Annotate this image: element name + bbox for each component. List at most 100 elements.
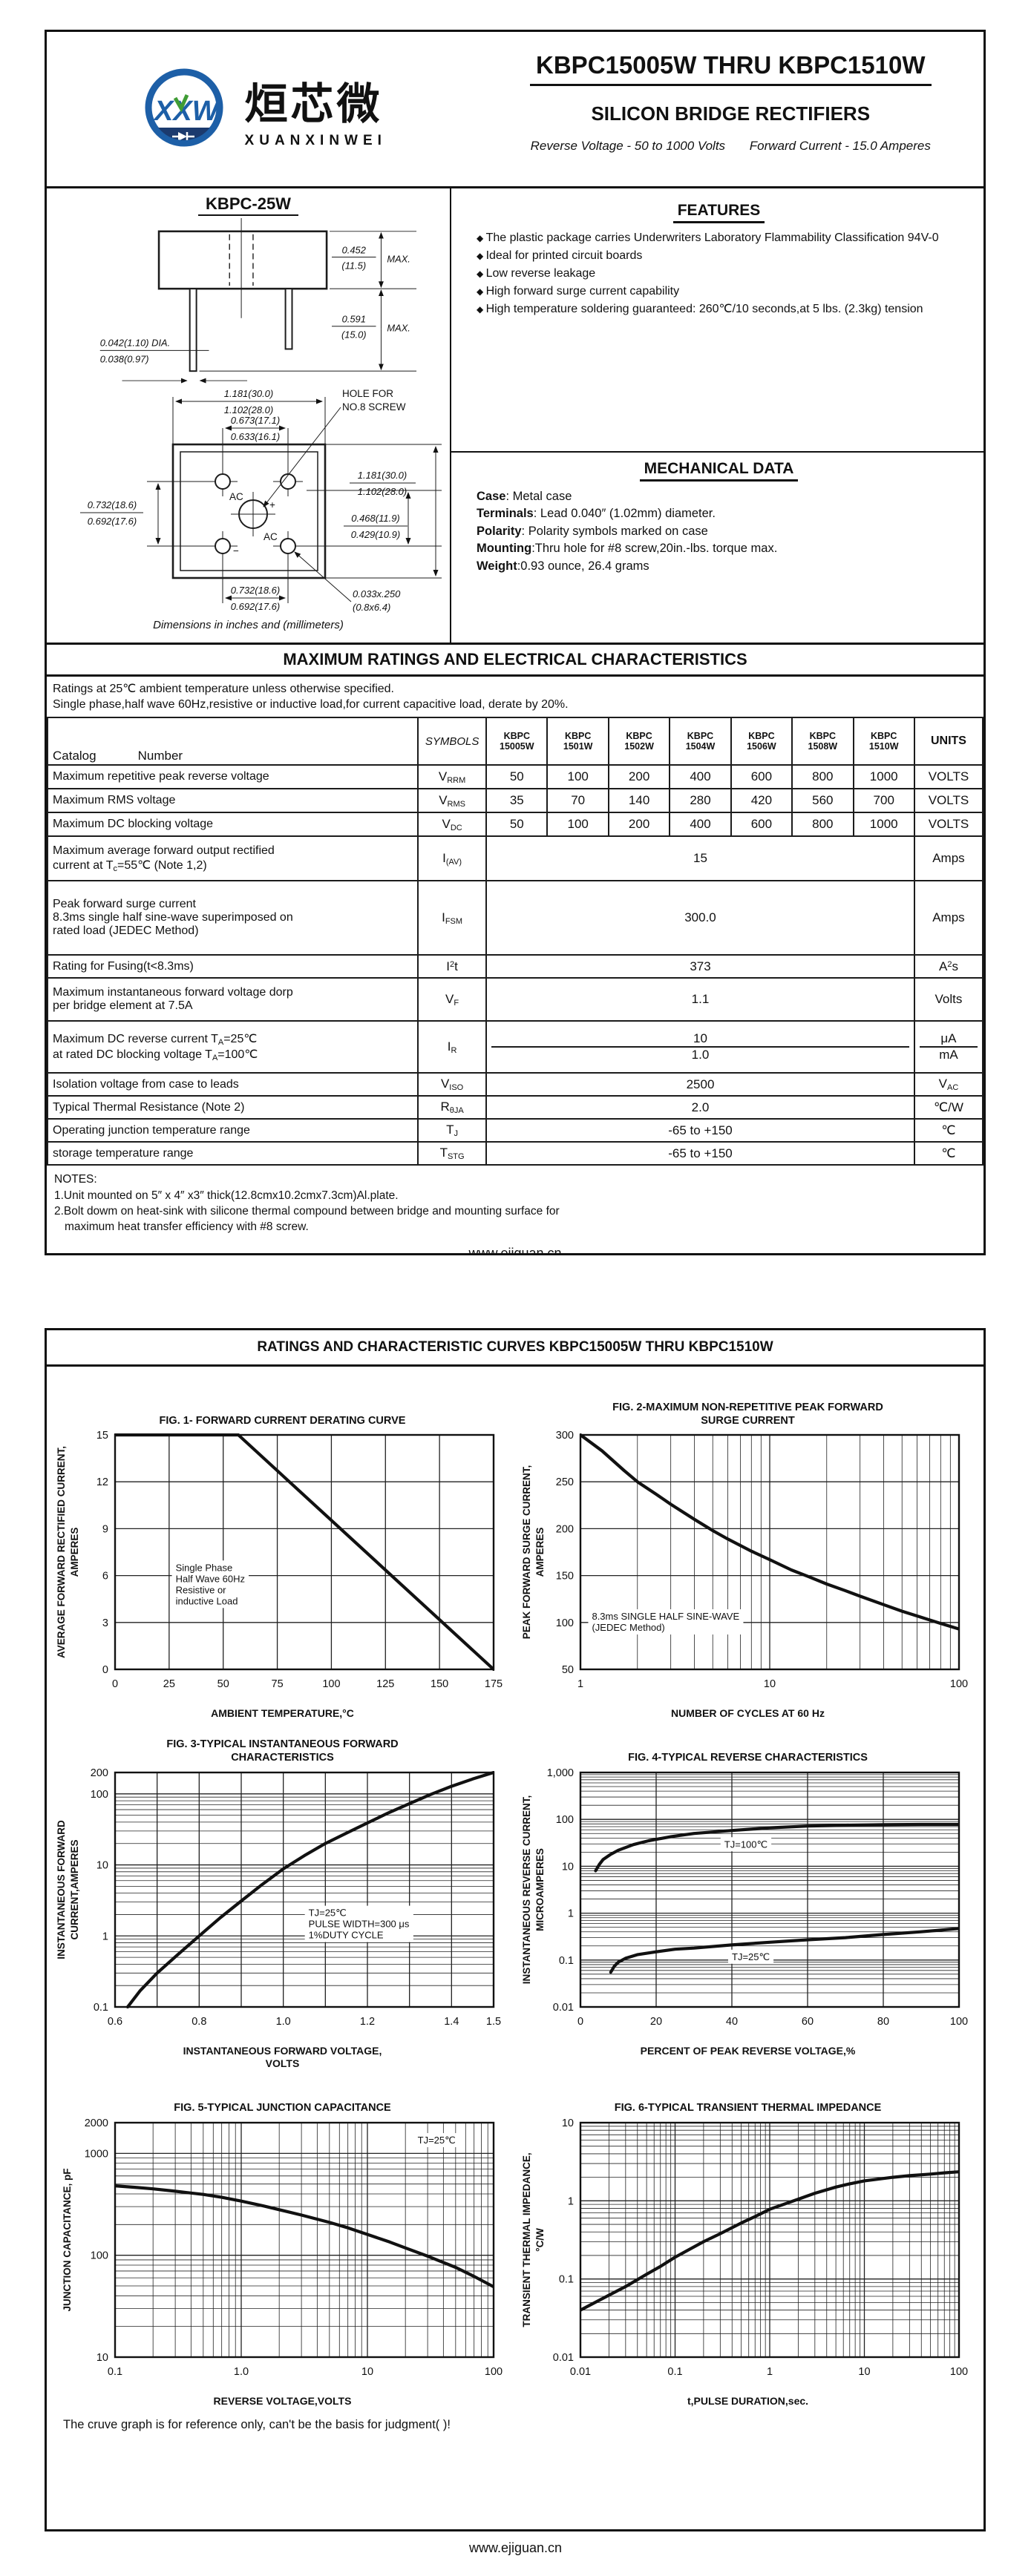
figure-plot: 0.01 0.1 1 10 100 0.01 0.1 1 10 TRANSIENT THERMAL…	[518, 2115, 978, 2393]
svg-text:100: 100	[949, 2366, 967, 2378]
svg-text:150: 150	[555, 1571, 573, 1583]
svg-text:MICROAMPERES: MICROAMPERES	[534, 1848, 546, 1931]
col-header-part-number: KBPC 15005W	[485, 717, 549, 766]
row-value: 1000	[852, 764, 915, 790]
dim-body-height-mm: (11.5)	[341, 260, 366, 271]
website-link[interactable]: www.ejiguan.cn	[468, 2540, 563, 2555]
row-symbol: RθJA	[417, 1095, 488, 1120]
dim-bottom-span-mm: 0.692(17.6)	[231, 601, 281, 612]
figure-x-axis-label: PERCENT OF PEAK REVERSE VOLTAGE,%	[640, 2044, 856, 2057]
svg-text:2000: 2000	[84, 2117, 108, 2129]
row-value-span: -65 to +150	[485, 1141, 915, 1166]
website-link[interactable]: www.ejiguan.cn	[468, 1245, 562, 1255]
figure-x-axis-label: INSTANTANEOUS FORWARD VOLTAGE, VOLTS	[183, 2044, 382, 2070]
svg-text:1.0: 1.0	[275, 2016, 290, 2028]
fig4-plot: 0 20 40 60 80 100 0.01 0.1 1 10 100 1,000 INSTANTANE…	[521, 1767, 968, 2028]
ratings-conditions: Ratings at 25℃ ambient temperature unles…	[47, 677, 983, 717]
dim-left-span-mm: 0.692(17.6)	[88, 516, 137, 527]
svg-text:12: 12	[96, 1476, 108, 1488]
svg-text:80: 80	[877, 2016, 888, 2028]
row-symbol: VF	[417, 977, 488, 1022]
voltage-current-tagline: Reverse Voltage - 50 to 1000 Volts Forwa…	[478, 139, 983, 154]
svg-text:50: 50	[217, 1678, 229, 1690]
figure-title: FIG. 4-TYPICAL REVERSE CHARACTERISTICS	[628, 1752, 868, 1764]
fig3-instantaneous-forward-characteristics: FIG. 3-TYPICAL INSTANTANEOUS FORWARD CHAR…	[51, 1735, 514, 2071]
characteristic-curves-grid: FIG. 1- FORWARD CURRENT DERATING CURVE 0…	[47, 1367, 983, 2408]
row-parameter-label: Maximum RMS voltage	[47, 788, 419, 814]
note-1: 1.Unit mounted on 5″ x 4″ x3″ thick(12.8…	[54, 1189, 399, 1202]
row-value: 560	[791, 788, 854, 814]
svg-text:INSTANTANEOUS FORWARD: INSTANTANEOUS FORWARD	[56, 1820, 67, 1959]
figure-plot: 0.6 0.8 1.0 1.2 1.4 1.5 0.1 1 10 100 200 INSTANTANE…	[53, 1765, 513, 2043]
row-value: 200	[607, 764, 671, 790]
col-header-units: UNITS	[913, 717, 983, 766]
row-value: 420	[730, 788, 793, 814]
figure-x-axis-label: AMBIENT TEMPERATURE,°C	[211, 1707, 354, 1719]
mechanical-data-row: Terminals: Lead 0.040″ (1.02mm) diameter…	[477, 507, 716, 521]
fig6-transient-thermal-impedance: FIG. 6-TYPICAL TRANSIENT THERMAL IMPEDAN…	[517, 2086, 979, 2408]
row-value: 100	[546, 764, 609, 790]
svg-text:1.0: 1.0	[233, 2366, 248, 2378]
row-value: 100	[546, 812, 609, 838]
row-symbol: IR	[417, 1020, 488, 1074]
figure-x-axis-label: t,PULSE DURATION,sec.	[687, 2394, 809, 2407]
dim-right-height-mm: 1.102(28.0)	[358, 486, 408, 497]
dim-lead-dia-upper: 0.042(1.10) DIA.	[100, 337, 170, 348]
row-value: 140	[607, 788, 671, 814]
svg-text:0.1: 0.1	[558, 1954, 573, 1966]
svg-text:125: 125	[376, 1678, 394, 1690]
page-title: KBPC15005W THRU KBPC1510W	[530, 51, 932, 86]
company-name-cn: 烜芯微	[244, 80, 383, 128]
mechanical-data-row: Weight:0.93 ounce, 26.4 grams	[477, 559, 649, 573]
ratings-section-heading: MAXIMUM RATINGS AND ELECTRICAL CHARACTER…	[47, 643, 983, 677]
table-header-row: Catalog Number SYMBOLS KBPC 15005W KBPC 1501W K…	[47, 717, 983, 766]
svg-text:10: 10	[561, 2117, 573, 2129]
note-2: 2.Bolt dowm on heat-sink with silicone t…	[54, 1204, 560, 1218]
svg-text:1: 1	[577, 1678, 583, 1690]
row-symbol: I(AV)	[417, 835, 488, 882]
notes-section: NOTES: 1.Unit mounted on 5″ x 4″ x3″ thi…	[47, 1166, 983, 1241]
ratings-condition-2: Single phase,half wave 60Hz,resistive or…	[53, 698, 569, 712]
row-parameter-label: Maximum DC blocking voltage	[47, 812, 419, 838]
row-parameter-label: Maximum instantaneous forward voltage do…	[47, 977, 419, 1022]
curves-disclaimer: The cruve graph is for reference only, c…	[63, 2418, 451, 2431]
svg-text:100: 100	[555, 1814, 573, 1826]
row-value: 50	[485, 812, 549, 838]
row-value-span: 2500	[485, 1072, 915, 1097]
feature-item: High temperature soldering guaranteed: 2…	[477, 301, 961, 317]
svg-text:CURRENT,AMPERES: CURRENT,AMPERES	[69, 1839, 80, 1939]
ratings-condition-1: Ratings at 25℃ ambient temperature unles…	[53, 683, 394, 695]
logo-monogram: XXW	[153, 96, 221, 127]
terminal-label-plus: +	[269, 499, 275, 510]
row-value: 600	[730, 812, 793, 838]
svg-text:3: 3	[102, 1617, 108, 1629]
row-value-span: -65 to +150	[485, 1118, 915, 1143]
row-units: ℃/W	[913, 1095, 983, 1120]
svg-text:0.01: 0.01	[552, 2352, 573, 2364]
svg-text:0.01: 0.01	[552, 2002, 573, 2014]
row-units: VAC	[913, 1072, 983, 1097]
mechanical-data-panel: MECHANICAL DATA Case: Metal case Terminal…	[451, 453, 983, 575]
col-header-catalog-number: Catalog Number	[47, 717, 419, 766]
svg-text:175: 175	[484, 1678, 502, 1690]
dim-right-height-in: 1.181(30.0)	[358, 470, 408, 481]
figure-x-axis-label: NUMBER OF CYCLES AT 60 Hz	[671, 1707, 825, 1719]
svg-text:0.1: 0.1	[558, 2273, 573, 2285]
package-name: KBPC-25W	[47, 194, 450, 216]
terminal-label-minus: −	[233, 545, 239, 556]
page-subtitle: SILICON BRIDGE RECTIFIERS	[591, 102, 871, 125]
svg-text:0.6: 0.6	[107, 2016, 122, 2028]
row-parameter-label: Peak forward surge current 8.3ms single h…	[47, 880, 419, 956]
table-row: storage temperature range TSTG -65 to +150…	[47, 1141, 983, 1166]
svg-text:10: 10	[561, 1861, 573, 1873]
row-parameter-label: storage temperature range	[47, 1141, 419, 1166]
row-parameter-label: Operating junction temperature range	[47, 1118, 419, 1143]
figure-plot: 0 25 50 75 100 125 150 175 0 3 6 9 12 15 AVERAGE FORWA…	[53, 1427, 513, 1706]
col-header-part-number: KBPC 1501W	[546, 717, 609, 766]
table-row: Peak forward surge current 8.3ms single h…	[47, 880, 983, 956]
svg-text:AVERAGE FORWARD RECTIFIED CURR: AVERAGE FORWARD RECTIFIED CURRENT,	[56, 1446, 67, 1658]
features-list: The plastic package carries Underwriters…	[477, 230, 961, 318]
svg-text:JUNCTION CAPACITANCE, pF: JUNCTION CAPACITANCE, pF	[62, 2168, 73, 2311]
terminal-label-ac-bottom: AC	[264, 531, 278, 542]
row-value-span: 2.0	[485, 1095, 915, 1120]
